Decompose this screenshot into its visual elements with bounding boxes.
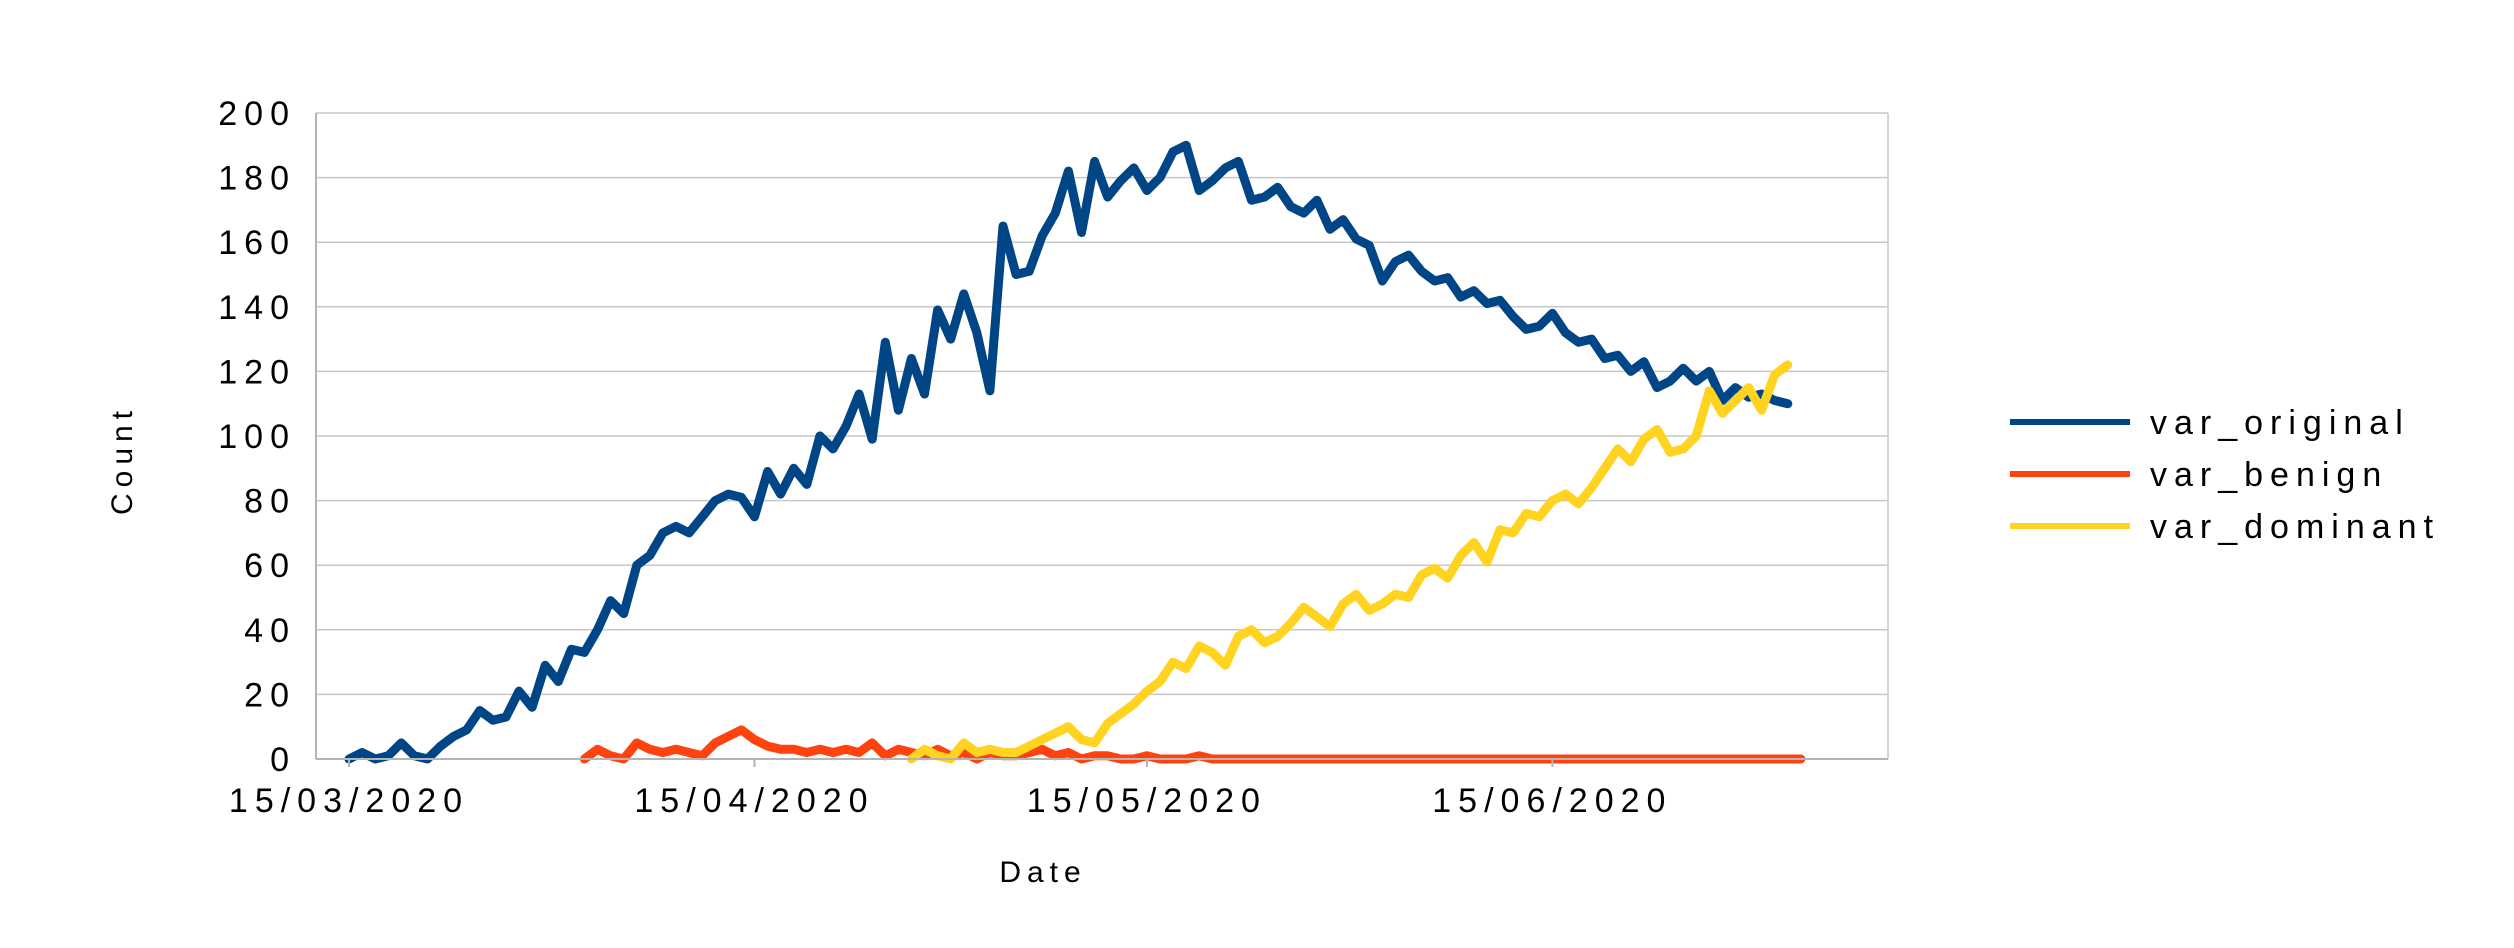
series-line-var-dominant	[906, 360, 1793, 764]
legend-label: var_dominant	[2150, 508, 2440, 546]
gridlines	[316, 112, 1889, 760]
axes	[315, 113, 1888, 767]
y-tick-label: 40	[244, 612, 296, 650]
legend-label: var_original	[2150, 404, 2410, 442]
x-tick-label: 15/04/2020	[634, 782, 874, 820]
y-tick-label: 160	[218, 224, 296, 262]
y-tick-label: 180	[218, 160, 296, 198]
y-tick-label: 120	[218, 353, 296, 391]
x-tick-label: 15/03/2020	[229, 782, 469, 820]
series-line-var-benign	[579, 725, 1806, 764]
y-tick-label: 140	[218, 289, 296, 327]
tick-labels: 0 20 40 60 80 100 120 140 160 180 200 15/03/2020 15/…	[218, 95, 1672, 820]
y-tick-label: 20	[244, 676, 296, 714]
series-lines	[344, 140, 1806, 764]
x-axis-title: Date	[999, 856, 1086, 889]
x-tick-label: 15/05/2020	[1027, 782, 1267, 820]
y-axis-title: Count	[106, 405, 139, 515]
y-tick-label: 0	[270, 741, 296, 779]
y-tick-label: 200	[218, 95, 296, 133]
series-line-var-original	[344, 140, 1793, 764]
legend: var_original var_benign var_dominant	[2010, 404, 2440, 546]
y-tick-label: 60	[244, 547, 296, 585]
x-tick-label: 15/06/2020	[1432, 782, 1672, 820]
legend-label: var_benign	[2150, 456, 2388, 494]
y-tick-label: 100	[218, 418, 296, 456]
y-tick-label: 80	[244, 483, 296, 521]
